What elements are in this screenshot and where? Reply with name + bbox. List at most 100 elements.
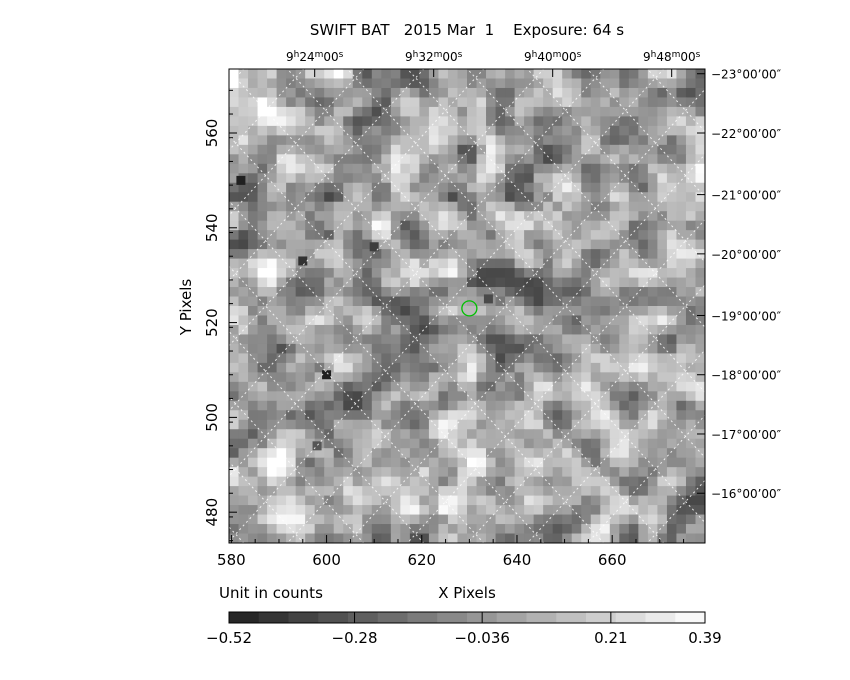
heatmap-cell (229, 97, 240, 108)
heatmap-cell (543, 438, 554, 449)
heatmap-cell (409, 296, 420, 307)
heatmap-cell (295, 410, 306, 421)
heatmap-cell (467, 173, 478, 184)
heatmap-cell (581, 429, 592, 440)
heatmap-cell (467, 192, 478, 203)
heatmap-cell (257, 372, 268, 383)
heatmap-cell (257, 192, 268, 203)
heatmap-cell (352, 201, 363, 212)
heatmap-cell (248, 306, 259, 317)
heatmap-cell (552, 277, 563, 288)
colorbar-step (348, 612, 379, 623)
heatmap-cell (581, 192, 592, 203)
heatmap-cell (457, 372, 468, 383)
heatmap-cell (305, 125, 316, 136)
heatmap-cell (628, 239, 639, 250)
heatmap-cell (447, 249, 459, 260)
heatmap-cell (295, 154, 306, 165)
heatmap-cell (495, 533, 506, 543)
heatmap-cell (324, 192, 335, 203)
heatmap-cell (333, 467, 344, 478)
heatmap-cell (428, 391, 440, 402)
heatmap-cell (609, 457, 620, 468)
heatmap-cell (419, 476, 430, 487)
heatmap-cell (248, 135, 259, 146)
heatmap-cell (438, 87, 449, 99)
heatmap-cell (524, 249, 535, 260)
heatmap-cell (524, 182, 535, 193)
heatmap-cell (343, 476, 354, 487)
heatmap-cell (619, 106, 630, 117)
heatmap-cell (324, 343, 335, 354)
heatmap-cell (409, 69, 420, 80)
heatmap-cell (495, 419, 506, 430)
heatmap-cell (390, 78, 401, 89)
heatmap-cell (486, 192, 497, 203)
heatmap-cell (409, 249, 420, 260)
heatmap-cell (571, 324, 582, 336)
heatmap-cell (467, 306, 478, 317)
heatmap-cell (514, 410, 525, 421)
heatmap-cell (305, 201, 316, 212)
heatmap-cell (628, 78, 639, 89)
heatmap-cell (600, 438, 611, 449)
heatmap-cell (409, 343, 420, 354)
heatmap-cell (343, 334, 354, 345)
heatmap-cell (571, 239, 582, 250)
heatmap-cell (619, 287, 630, 298)
heatmap-cell (647, 381, 658, 392)
heatmap-cell (467, 69, 478, 80)
heatmap-cell (400, 220, 411, 231)
heatmap-cell (505, 239, 516, 250)
heatmap-cell (343, 362, 354, 373)
heatmap-cell (657, 400, 668, 411)
heatmap-cell (248, 514, 259, 525)
heatmap-cell (371, 258, 382, 269)
heatmap-cell (685, 467, 697, 478)
heatmap-cell (229, 438, 240, 449)
heatmap-cell (552, 400, 563, 411)
heatmap-cell (476, 324, 487, 336)
heatmap-cell (647, 116, 658, 127)
heatmap-cell (314, 154, 325, 165)
heatmap-cell (476, 268, 487, 279)
heatmap-cell (609, 524, 620, 535)
heatmap-cell (267, 230, 278, 241)
heatmap-cell (238, 220, 249, 231)
heatmap-cell (685, 514, 697, 525)
heatmap-cell (524, 381, 535, 392)
heatmap-cell (438, 182, 449, 193)
heatmap-cell (371, 524, 382, 535)
heatmap-cell (609, 277, 620, 288)
heatmap-cell (666, 135, 678, 146)
heatmap-cell (647, 97, 658, 108)
heatmap-cell (267, 211, 278, 222)
heatmap-cell (438, 324, 449, 336)
heatmap-cell (248, 362, 259, 373)
heatmap-cell (248, 125, 259, 136)
heatmap-cell (447, 106, 459, 117)
heatmap-cell (409, 315, 420, 326)
heatmap-cell (428, 467, 440, 478)
heatmap-cell (447, 467, 459, 478)
heatmap-cell (286, 324, 297, 336)
heatmap-cell (276, 154, 287, 165)
heatmap-cell (562, 391, 573, 402)
heatmap-cell (419, 467, 430, 478)
heatmap-cell (238, 306, 249, 317)
heatmap-cell (400, 163, 411, 174)
heatmap-cell (419, 391, 430, 402)
heatmap-cell (638, 429, 649, 440)
heatmap-cell (419, 173, 430, 184)
heatmap-cell (229, 372, 240, 383)
coordinate-grid (0, 0, 850, 653)
heatmap-cell (428, 343, 440, 354)
heatmap-cell (400, 249, 411, 260)
heatmap-cell (409, 324, 420, 336)
heatmap-cell (457, 495, 468, 506)
heatmap-cell (314, 192, 325, 203)
heatmap-cell (533, 192, 544, 203)
heatmap-cell (286, 220, 297, 231)
heatmap-cell (657, 486, 668, 497)
heatmap-cell (638, 258, 649, 269)
